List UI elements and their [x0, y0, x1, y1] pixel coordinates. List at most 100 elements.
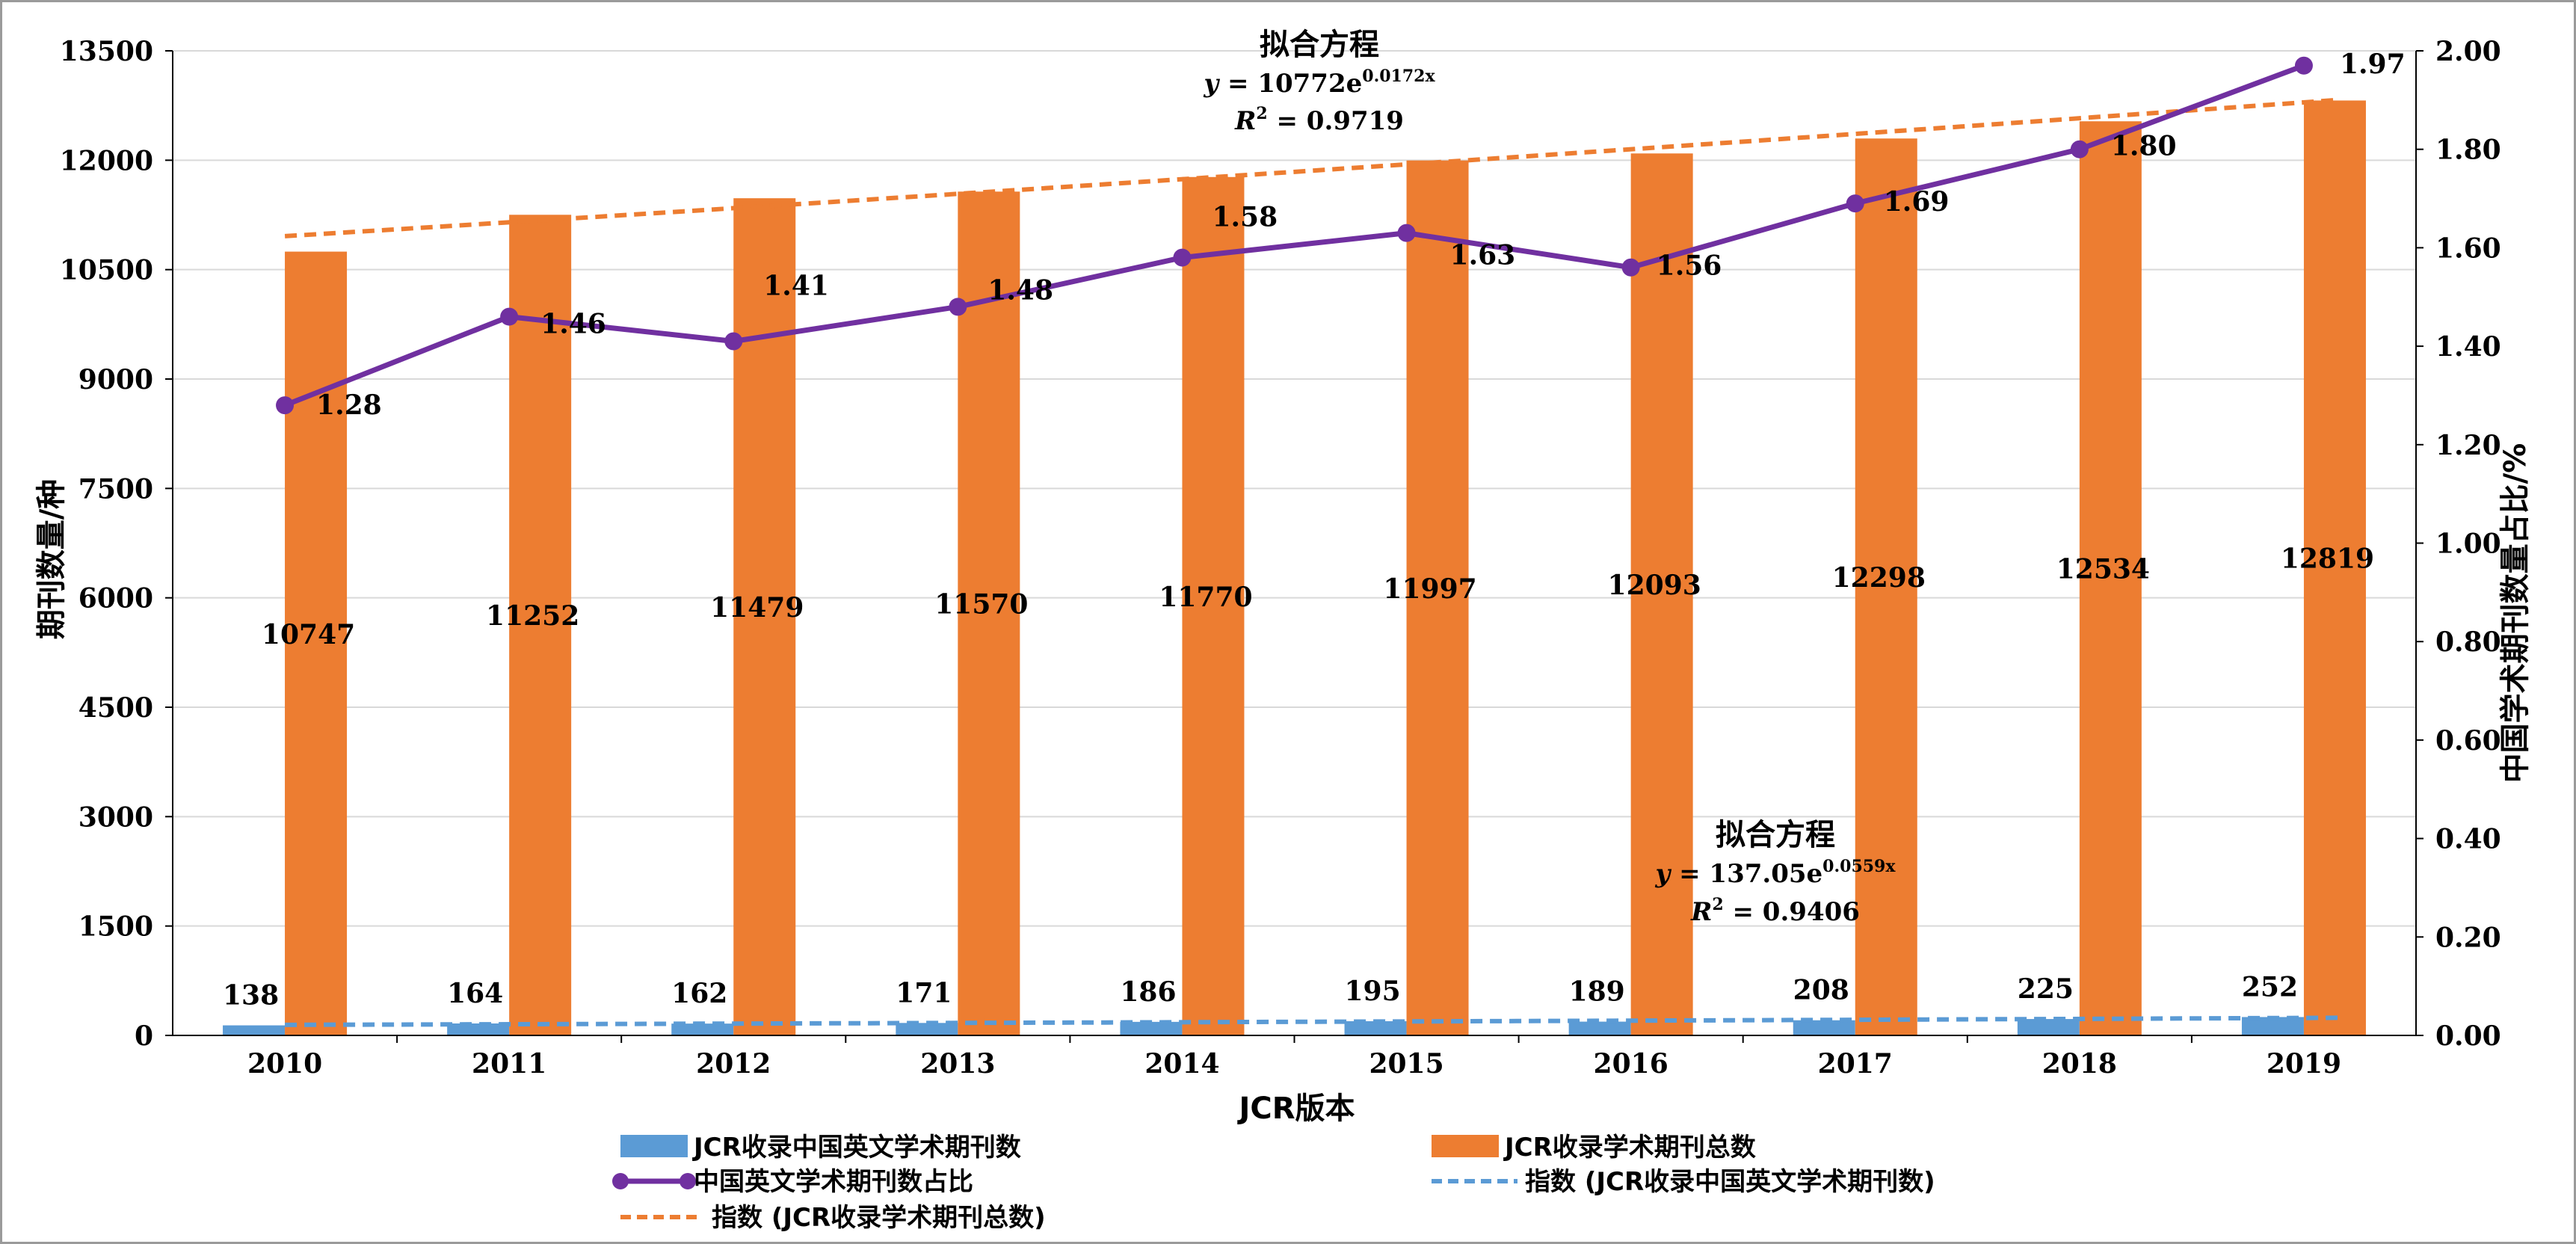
fit-annotation-total: 拟合方程 y = 10772e0.0172x R2 = 0.9719	[1203, 28, 1435, 136]
bar-total	[1406, 160, 1469, 1036]
ratio-line-layer	[276, 56, 2313, 415]
ratio-label: 1.80	[2111, 131, 2177, 162]
legend-swatch-total-bars	[1432, 1135, 1499, 1157]
legend-label-ratio-line: 中国英文学术期刊数占比	[694, 1167, 973, 1197]
bar-total	[2079, 121, 2142, 1036]
legend-item-china-bars: JCR收录中国英文学术期刊数	[620, 1133, 1021, 1163]
ratio-label: 1.48	[987, 274, 1053, 306]
fit-equation-china: y = 137.05e0.0559x	[1654, 857, 1896, 889]
y2-tick-label: 1.60	[2435, 233, 2501, 264]
x-tick-label: 2010	[247, 1048, 322, 1080]
ratio-point	[2294, 56, 2313, 75]
legend: JCR收录中国英文学术期刊数 JCR收录学术期刊总数 中国英文学术期刊数占比 指…	[612, 1133, 1935, 1233]
bar-china	[223, 1025, 286, 1035]
y2-tick-label: 0.00	[2435, 1020, 2501, 1052]
legend-label-china-trend: 指数 (JCR收录中国英文学术期刊数)	[1525, 1167, 1935, 1197]
bar-china	[1344, 1020, 1407, 1035]
bar-total-label: 11479	[710, 592, 804, 623]
fit-r2-total: R2 = 0.9719	[1234, 104, 1404, 136]
legend-item-total-bars: JCR收录学术期刊总数	[1432, 1133, 1756, 1163]
fit-r2-china-label: R	[1690, 897, 1712, 927]
ratio-label: 1.41	[763, 271, 829, 302]
bar-total-label: 12298	[1832, 562, 1926, 594]
bar-total	[2303, 100, 2366, 1036]
fit-equation-total-exp: 0.0172x	[1362, 67, 1435, 86]
ratio-point	[500, 307, 519, 326]
legend-item-ratio-line: 中国英文学术期刊数占比	[612, 1167, 973, 1197]
y2-tick-label: 1.00	[2435, 529, 2501, 560]
bar-total	[958, 191, 1020, 1035]
data-labels: 138 10747 164 11252 162 11479 171 11570 186 11770…	[223, 49, 2406, 1011]
fit-r2-china-value: = 0.9406	[1724, 897, 1860, 927]
bar-china	[2017, 1019, 2080, 1035]
bar-total	[1182, 176, 1245, 1035]
y2-tick-label: 0.80	[2435, 626, 2501, 658]
fit-equation-china-y: y	[1654, 859, 1671, 889]
fit-title-total: 拟合方程	[1260, 28, 1379, 62]
bar-china-label: 225	[2018, 973, 2074, 1005]
x-tick-label: 2019	[2267, 1048, 2341, 1080]
bar-total-label: 11997	[1383, 573, 1476, 605]
ratio-point	[724, 332, 743, 351]
fit-equation-total-y: y	[1203, 69, 1220, 99]
legend-swatch-ratio-marker-right	[680, 1173, 696, 1189]
y2-tick-label: 0.20	[2435, 922, 2501, 953]
x-tick-label: 2014	[1144, 1048, 1219, 1080]
bar-china-label: 195	[1344, 976, 1400, 1007]
x-tick-label: 2013	[920, 1048, 995, 1080]
x-tick-label: 2012	[696, 1048, 771, 1080]
ratio-label: 1.97	[2340, 49, 2406, 80]
fit-r2-china: R2 = 0.9406	[1690, 895, 1860, 927]
ratio-point	[1397, 224, 1416, 242]
bar-total	[1630, 153, 1693, 1036]
bar-china	[1120, 1021, 1183, 1035]
y-tick-label: 0	[135, 1020, 153, 1052]
y2-tick-label: 0.60	[2435, 725, 2501, 757]
y2-axis-title: 中国学术期刊数量占比/%	[2498, 443, 2533, 783]
bar-layer	[223, 100, 2366, 1036]
ratio-label: 1.46	[540, 309, 606, 340]
bar-china	[1793, 1020, 1855, 1035]
fit-equation-total: y = 10772e0.0172x	[1203, 67, 1435, 99]
bar-china-label: 186	[1120, 976, 1176, 1008]
fit-r2-total-sup: 2	[1256, 104, 1267, 123]
ratio-label: 1.58	[1212, 202, 1278, 233]
x-tick-label: 2015	[1369, 1048, 1443, 1080]
bar-china	[671, 1023, 734, 1035]
ratio-point	[949, 298, 967, 316]
y-tick-label: 1500	[78, 911, 153, 943]
bar-total-label: 11570	[934, 589, 1028, 621]
bar-china-label: 164	[447, 978, 503, 1009]
axes: 0 1500 3000 4500 6000 7500 9000 10500 12000 13500…	[60, 36, 2501, 1080]
x-axis-title: JCR版本	[1236, 1091, 1355, 1126]
y-tick-label: 10500	[60, 255, 153, 286]
trendline	[285, 1015, 2338, 1027]
ratio-point	[276, 396, 295, 415]
x-tick-label: 2017	[1818, 1048, 1893, 1080]
legend-item-total-trend: 指数 (JCR收录学术期刊总数)	[620, 1203, 1046, 1233]
x-tick-label: 2018	[2042, 1048, 2117, 1080]
bar-china-label: 138	[223, 980, 279, 1011]
bar-total	[1855, 138, 1917, 1036]
bar-total-label: 12093	[1608, 570, 1701, 601]
y-tick-label: 12000	[60, 145, 153, 176]
legend-item-china-trend: 指数 (JCR收录中国英文学术期刊数)	[1432, 1167, 1935, 1197]
bar-total-label: 12534	[2056, 554, 2150, 585]
y-tick-label: 4500	[78, 692, 153, 724]
bar-china-label: 162	[671, 978, 727, 1009]
ratio-label: 1.28	[316, 389, 382, 421]
bar-china	[1568, 1021, 1631, 1035]
fit-equation-total-base: = 10772e	[1218, 69, 1362, 99]
x-tick-label: 2011	[472, 1048, 546, 1080]
bar-total-label: 11770	[1159, 582, 1252, 613]
y-tick-label: 13500	[60, 36, 153, 67]
ratio-point	[1173, 248, 1192, 267]
fit-r2-total-value: = 0.9719	[1268, 106, 1404, 136]
y2-tick-label: 2.00	[2435, 36, 2501, 67]
ratio-label: 1.69	[1884, 186, 1950, 218]
bar-china	[896, 1023, 958, 1035]
legend-label-total-bars: JCR收录学术期刊总数	[1503, 1133, 1756, 1163]
ratio-label: 1.56	[1657, 250, 1722, 282]
